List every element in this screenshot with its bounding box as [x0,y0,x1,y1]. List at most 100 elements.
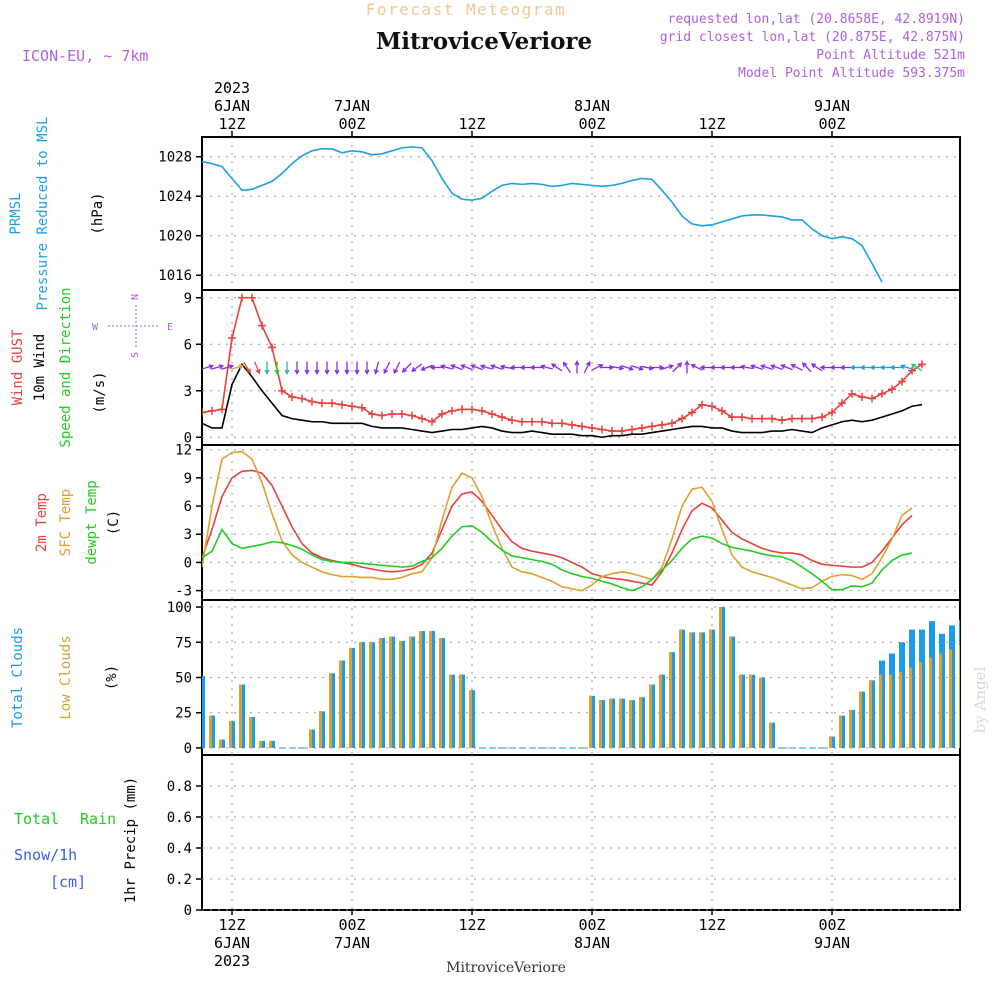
gust-marker [918,360,926,369]
gust-marker [558,419,566,428]
time-axis-label: 00Z [338,916,365,934]
pressure-panel: 1016 1020 1024 1028 PRMSL Pressure Reduced to… [8,117,961,310]
gust-marker [548,419,556,428]
low-cloud-bar [409,636,412,748]
wind-unit: (m/s) [92,371,108,413]
temperature-series-line [202,524,913,592]
low-cloud-bar [949,649,952,748]
precip-unit: 1hr Precip (mm) [123,777,139,903]
wind-direction-arrow [304,361,310,375]
low-cloud-bar [859,691,862,748]
low-cloud-bar [939,653,942,748]
wind-ytick-label: 3 [184,384,192,400]
gust-marker [898,377,906,386]
wind-direction-arrow [631,364,644,371]
low-cloud-bar [919,662,922,748]
gust-marker [248,293,256,302]
temperature-data [202,450,913,592]
wind-direction-arrow [684,360,690,374]
low-cloud-bar [739,674,742,748]
wind-direction-arrow [591,363,604,371]
wind-direction-arrow [344,361,350,375]
gust-marker [738,413,746,422]
low-cloud-bar [599,700,602,748]
wind-direction-arrow [889,364,903,371]
low-cloud-bar [389,636,392,748]
time-axis-label: 6JAN [214,97,250,115]
model-altitude: Model Point Altitude 593.375m [738,66,965,81]
low-cloud-bar [459,674,462,748]
gust-marker [608,427,616,436]
gust-marker [798,414,806,423]
low-cloud-bar [689,632,692,748]
gust-marker [758,414,766,423]
pressure-series-line [202,146,883,283]
gust-marker [708,402,716,411]
time-axis-label: 00Z [818,916,845,934]
precip-ytick-label: 0.2 [167,872,192,888]
precip-ytick-label: 0.6 [167,810,192,826]
low-cloud-bar [929,657,932,748]
gust-marker [848,389,856,398]
temperature-unit: (C) [106,510,122,535]
gust-marker [238,293,246,302]
time-axis-label: 6JAN [214,934,250,952]
total-cloud-bar [202,676,205,748]
low-cloud-bar [899,671,902,748]
low-cloud-bar [209,715,212,748]
compass-n: N [130,294,141,300]
gust-marker [638,423,646,432]
wind-direction-arrow [460,364,473,371]
gust-marker [888,385,896,394]
wind-direction-arrow [651,364,665,371]
product-title: Forecast Meteogram [366,0,566,19]
gust-marker [348,402,356,411]
wind-direction-arrow [770,364,783,371]
time-axis-label: 12Z [698,916,725,934]
low-cloud-bar [349,647,352,748]
wind-direction-arrow [899,364,913,370]
precip-label: [cm] [50,873,86,891]
temperature-ytick-label: -3 [175,584,192,600]
gust-marker [568,420,576,429]
compass-w: W [92,322,99,333]
clouds-ytick-label: 0 [184,741,192,757]
wind-direction-arrow [393,361,401,375]
wind-ytick-label: 0 [184,430,192,446]
time-axis-label: 8JAN [574,934,610,952]
wind-direction-arrow [264,361,270,375]
low-cloud-bar [669,652,672,748]
low-cloud-bar [249,716,252,748]
low-cloud-bar [759,677,762,748]
clouds-panel: 0 25 50 75 100 Total Clouds Low Clouds (%) [10,599,961,757]
temperature-panel: -3 0 3 6 9 12 2m Temp SFC Temp dewpt Temp (C) [34,443,961,601]
wind-direction-arrow [420,364,433,371]
gust-marker [838,399,846,408]
wind-direction-arrow [583,360,591,374]
wind-direction-arrow [202,364,215,370]
low-cloud-bar [829,736,832,748]
pressure-ytick-label: 1024 [158,189,192,205]
gust-marker [202,408,206,417]
gust-marker [408,411,416,420]
wind-direction-arrow [574,360,580,374]
wind-direction-arrow [529,364,543,371]
clouds-ylabel: Total Clouds [10,627,26,728]
wind-direction-arrow [750,364,763,371]
gust-marker [318,399,326,408]
temperature-ytick-label: 12 [175,443,192,459]
gust-marker [808,414,816,423]
clouds-ylabel: Low Clouds [58,635,74,719]
precip-frame [201,754,961,911]
temperature-ytick-label: 6 [184,499,192,515]
time-axis-label: 9JAN [814,97,850,115]
gust-marker [488,410,496,418]
gust-marker [368,410,376,418]
low-cloud-bar [239,684,242,748]
watermark: by Angel [971,666,989,733]
footer-location: MitroviceVeriore [446,960,566,976]
requested-coords: requested lon,lat (20.8658E, 42.8919N) [668,12,965,27]
compass-e: E [167,322,173,333]
gust-marker [788,414,796,423]
wind-direction-arrow [539,364,553,370]
